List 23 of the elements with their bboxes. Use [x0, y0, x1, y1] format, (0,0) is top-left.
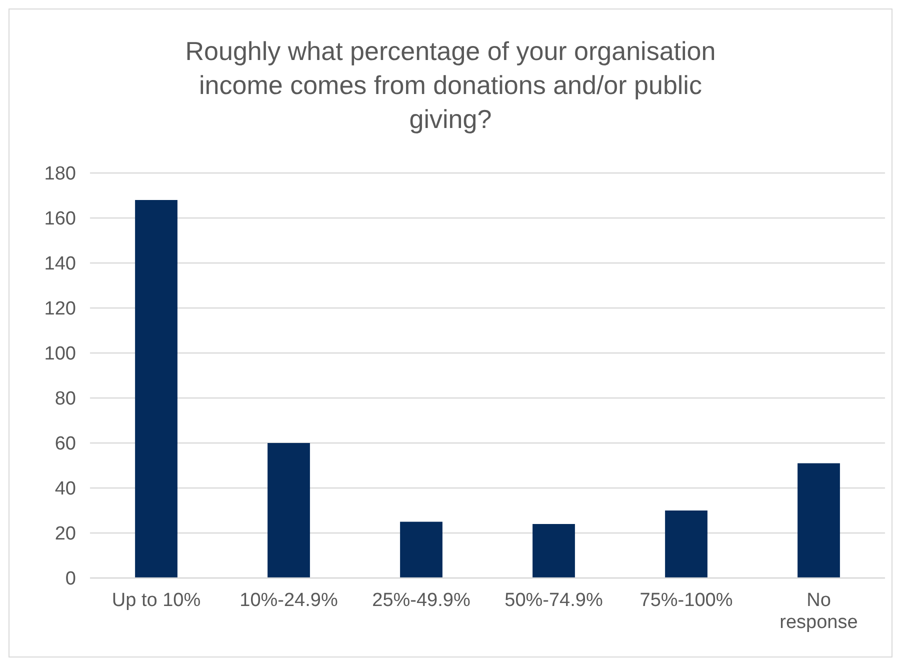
y-tick-label: 160	[44, 208, 76, 230]
x-tick-label: No response	[780, 590, 858, 633]
x-tick-label: 10%-24.9%	[240, 590, 338, 611]
bar	[665, 510, 708, 578]
x-tick-label: 50%-74.9%	[504, 590, 603, 611]
y-tick-label: 20	[54, 524, 76, 545]
y-tick-label: 40	[54, 478, 76, 500]
chart-title: Roughly what percentage of your organisation income comes from donations and/or public giving?	[185, 36, 716, 134]
bar	[268, 443, 310, 578]
y-tick-label: 60	[54, 434, 76, 455]
y-tick-label: 100	[44, 344, 76, 365]
x-tick-label: 75%-100%	[640, 590, 733, 611]
bar	[532, 524, 575, 578]
y-tick-label: 0	[65, 568, 76, 590]
bar	[798, 463, 840, 578]
bar	[400, 522, 442, 578]
x-tick-label: Up to 10%	[112, 590, 201, 611]
y-tick-label: 180	[44, 164, 76, 185]
bar	[135, 200, 178, 578]
x-tick-label: 25%-49.9%	[372, 590, 470, 611]
y-tick-label: 120	[44, 298, 76, 320]
y-tick-label: 140	[44, 254, 76, 275]
y-tick-label: 80	[54, 388, 76, 410]
